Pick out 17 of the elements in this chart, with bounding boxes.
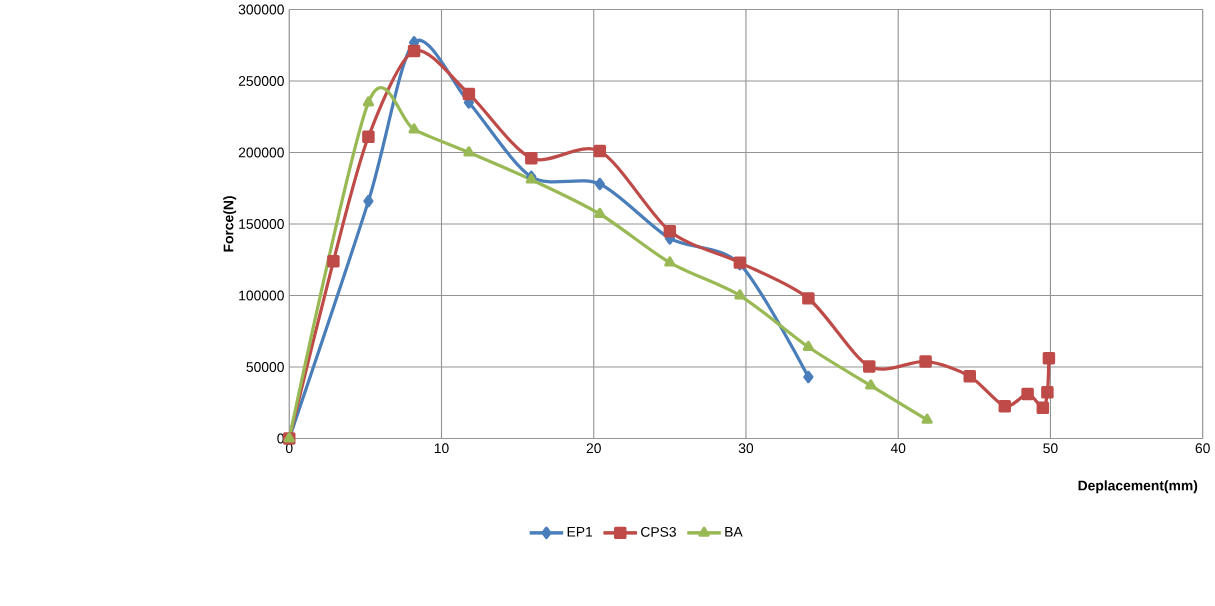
y-tick-label: 200000 bbox=[238, 147, 284, 158]
x-tick-label: 10 bbox=[434, 443, 449, 454]
legend-label: BA bbox=[725, 527, 743, 537]
x-tick-label: 30 bbox=[738, 443, 754, 454]
y-axis-title: Force(N) bbox=[223, 196, 237, 252]
x-tick-label: 40 bbox=[890, 443, 906, 454]
x-tick-label: 50 bbox=[1043, 443, 1058, 454]
legend-label: CPS3 bbox=[641, 527, 676, 537]
y-tick-label: 150000 bbox=[239, 219, 284, 230]
y-tick-label: 300000 bbox=[238, 4, 284, 15]
x-axis-title: Deplacement(mm) bbox=[1078, 480, 1198, 494]
y-tick-label: 100000 bbox=[239, 290, 284, 301]
x-tick-label: 60 bbox=[1195, 443, 1210, 454]
legend-label: EP1 bbox=[567, 527, 593, 537]
x-tick-label: 20 bbox=[586, 443, 601, 454]
y-tick-label: 250000 bbox=[238, 76, 284, 87]
y-tick-label: 50000 bbox=[246, 362, 284, 372]
